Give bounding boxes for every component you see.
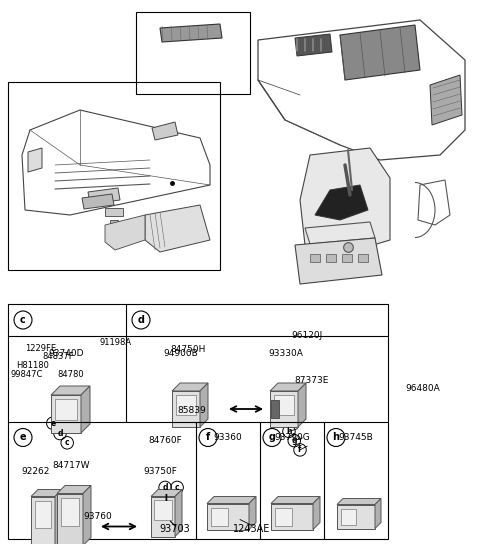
Text: 84780: 84780 [58, 370, 84, 379]
Polygon shape [81, 386, 90, 433]
Bar [326, 254, 336, 262]
Polygon shape [340, 25, 420, 80]
Text: 93790G: 93790G [274, 433, 310, 442]
Text: 1229FE: 1229FE [25, 344, 56, 353]
Text: 93360: 93360 [214, 433, 242, 442]
Text: 84750H: 84750H [170, 345, 206, 354]
Polygon shape [200, 383, 208, 427]
Bar [207, 504, 249, 529]
Text: I: I [164, 494, 167, 503]
Bar [35, 500, 51, 528]
Text: 93760: 93760 [84, 512, 112, 521]
Text: e: e [20, 432, 26, 442]
Bar [151, 497, 175, 536]
Polygon shape [375, 498, 381, 529]
Polygon shape [83, 485, 91, 544]
Text: c: c [65, 438, 70, 447]
Bar [270, 391, 298, 427]
Bar [61, 498, 79, 526]
Bar [57, 493, 83, 544]
Polygon shape [152, 122, 178, 140]
Polygon shape [337, 498, 381, 504]
Text: 84760F: 84760F [149, 436, 182, 445]
Polygon shape [31, 490, 62, 497]
Polygon shape [313, 497, 320, 529]
Bar [105, 208, 123, 216]
Text: 93740D: 93740D [48, 349, 84, 358]
Text: d: d [137, 315, 144, 325]
Bar [211, 508, 228, 526]
Text: 93703: 93703 [160, 524, 191, 534]
Text: f: f [298, 446, 302, 454]
Polygon shape [175, 490, 182, 536]
Polygon shape [298, 383, 306, 427]
Bar [172, 391, 200, 427]
Polygon shape [300, 148, 390, 255]
Polygon shape [207, 497, 256, 504]
Polygon shape [270, 383, 306, 391]
Polygon shape [57, 485, 91, 493]
Text: d: d [57, 429, 63, 438]
Bar [341, 509, 356, 524]
Text: 96480A: 96480A [405, 385, 440, 393]
Text: I: I [164, 494, 167, 503]
Bar [342, 254, 352, 262]
Bar [176, 395, 196, 415]
Polygon shape [55, 490, 62, 544]
Polygon shape [295, 238, 382, 284]
Text: H81180: H81180 [16, 361, 49, 370]
Text: 1243AE: 1243AE [233, 524, 271, 534]
Polygon shape [315, 185, 368, 220]
Text: 91198A: 91198A [99, 338, 131, 347]
Polygon shape [151, 490, 182, 497]
Text: 85839: 85839 [178, 406, 206, 415]
Bar [358, 254, 368, 262]
Text: d: d [162, 483, 168, 492]
Polygon shape [51, 386, 90, 395]
Bar [271, 400, 279, 418]
Polygon shape [172, 383, 208, 391]
Bar [337, 504, 375, 529]
Bar [51, 395, 81, 433]
Text: h: h [333, 432, 339, 442]
Text: 94900B: 94900B [164, 349, 198, 358]
Bar [55, 399, 77, 420]
Text: e: e [50, 419, 55, 428]
Bar [310, 254, 320, 262]
Bar [274, 395, 294, 415]
Text: f: f [206, 432, 210, 442]
Text: 84717W: 84717W [52, 461, 90, 470]
Polygon shape [430, 75, 462, 125]
Text: 99847C: 99847C [10, 370, 43, 379]
Text: g: g [291, 436, 297, 445]
Polygon shape [105, 215, 145, 250]
Text: 87373E: 87373E [295, 376, 329, 385]
Text: 93745B: 93745B [338, 433, 373, 442]
Bar [110, 220, 118, 225]
Polygon shape [295, 34, 332, 56]
Bar [271, 504, 313, 529]
Text: 92262: 92262 [22, 467, 50, 476]
Polygon shape [160, 24, 222, 42]
Text: c: c [20, 315, 26, 325]
Text: 93330A: 93330A [269, 349, 303, 358]
Text: g: g [268, 432, 276, 442]
Text: c: c [175, 483, 180, 492]
Polygon shape [249, 497, 256, 529]
Polygon shape [28, 148, 42, 172]
Bar [136, 12, 250, 94]
Text: 96120J: 96120J [291, 331, 323, 340]
Text: 93750F: 93750F [143, 467, 177, 476]
Bar [31, 497, 55, 544]
Polygon shape [82, 194, 114, 209]
Polygon shape [271, 497, 320, 504]
Bar [275, 508, 292, 526]
Bar [154, 499, 172, 520]
Text: 84837F: 84837F [43, 353, 74, 361]
Text: h: h [286, 427, 292, 436]
Polygon shape [145, 205, 210, 252]
Bar [8, 82, 220, 270]
Bar [8, 304, 388, 539]
Polygon shape [88, 188, 120, 204]
